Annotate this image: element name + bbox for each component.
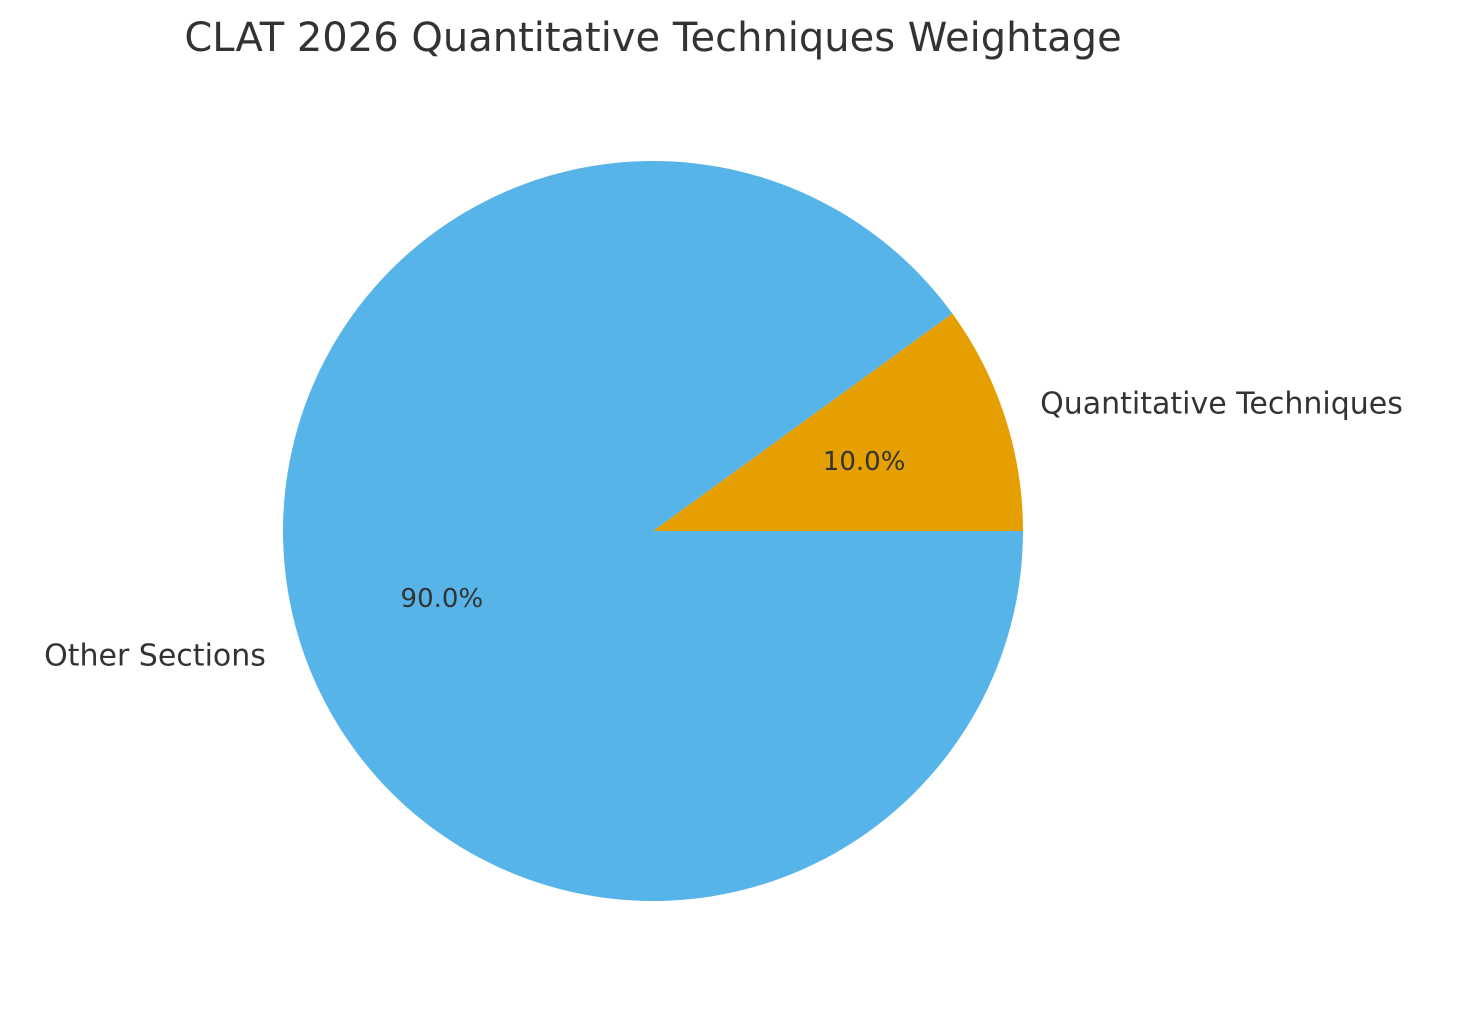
slice-label: Quantitative Techniques [1040,387,1403,422]
value-label: 10.0% [823,447,906,477]
pie-slice [283,161,1023,902]
slice-label: Other Sections [44,638,266,673]
value-label: 90.0% [401,584,484,614]
pie-slice [653,313,1023,531]
chart-title: CLAT 2026 Quantitative Techniques Weight… [184,15,1121,61]
